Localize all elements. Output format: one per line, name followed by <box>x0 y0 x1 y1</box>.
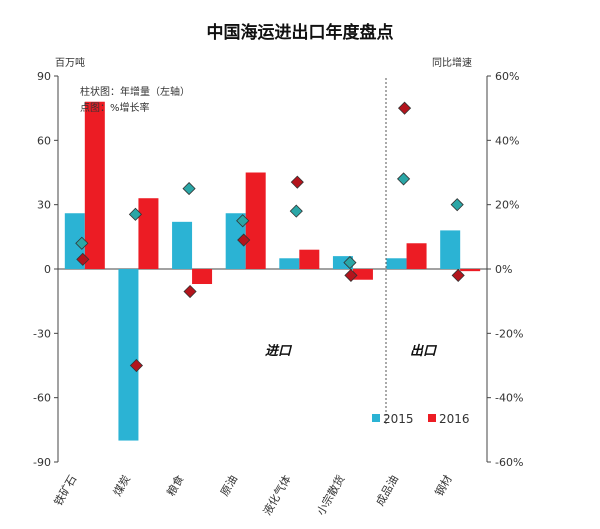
category-label-7: 钢材 <box>432 473 455 499</box>
bar-2015-1 <box>118 269 139 441</box>
bar-2016-7 <box>460 269 481 272</box>
point-2016-0 <box>76 252 90 266</box>
point-2015-7 <box>450 198 464 212</box>
point-2015-4 <box>289 204 303 218</box>
chart-title: 中国海运进出口年度盘点 <box>207 22 394 43</box>
category-label-2: 粮食 <box>164 473 187 499</box>
point-2015-0 <box>75 236 89 250</box>
point-2016-4 <box>290 175 304 189</box>
right-tick-label: 60% <box>495 70 519 83</box>
bar-2016-3 <box>245 172 266 269</box>
right-tick-label: -20% <box>495 327 523 340</box>
right-tick-label: 0% <box>495 263 512 276</box>
point-2016-7 <box>451 268 465 282</box>
bar-2015-2 <box>172 221 193 269</box>
points-group <box>75 101 465 373</box>
point-2015-3 <box>236 214 250 228</box>
point-2015-1 <box>128 207 143 221</box>
category-labels-group: 铁矿石 煤炭 粮食 原油 液化气体 小宗散货 成品油 钢材 <box>52 473 455 518</box>
left-tick-label: -60 <box>33 392 51 405</box>
category-label-1: 煤炭 <box>111 473 133 499</box>
bar-2015-3 <box>225 213 246 269</box>
bar-2016-4 <box>299 249 320 269</box>
point-2015-6 <box>396 172 411 186</box>
bar-2015-7 <box>440 230 461 269</box>
left-tick-label: 30 <box>37 199 51 212</box>
point-2016-3 <box>237 233 251 247</box>
point-2015-5 <box>343 256 357 270</box>
note-bar-meaning: 柱状图：年增量（左轴） <box>80 85 190 98</box>
bar-2016-1 <box>138 198 159 269</box>
right-tick-label: 40% <box>495 134 519 147</box>
right-tick-label: -60% <box>495 456 523 469</box>
bar-2015-4 <box>279 258 300 269</box>
left-tick-label: 60 <box>37 134 51 147</box>
axes-group: 90 60% 60 40% 30 20% 0 0% -30 -20% -60 -40% -90 -60% <box>33 70 523 469</box>
left-tick-label: -30 <box>33 327 51 340</box>
left-tick-label: -90 <box>33 456 51 469</box>
category-label-4: 液化气体 <box>260 473 294 518</box>
right-axis-unit: 同比增速 <box>432 56 472 69</box>
right-tick-label: 20% <box>495 199 519 212</box>
region-label-import: 进口 <box>265 344 293 359</box>
legend-swatch-2015 <box>372 414 380 422</box>
point-2015-2 <box>182 182 196 196</box>
legend-swatch-2016 <box>428 414 436 422</box>
point-2016-2 <box>183 284 197 299</box>
bars-group <box>64 101 481 441</box>
point-2016-6 <box>397 101 412 115</box>
right-tick-label: -40% <box>495 392 523 405</box>
category-label-3: 原油 <box>217 473 240 499</box>
legend: 2015 2016 <box>372 412 470 426</box>
point-2016-1 <box>129 358 144 373</box>
left-axis-unit: 百万吨 <box>55 56 85 69</box>
bar-2015-6 <box>386 258 407 269</box>
left-tick-label: 90 <box>37 70 51 83</box>
bar-2016-2 <box>192 269 213 285</box>
category-label-0: 铁矿石 <box>52 473 80 508</box>
left-tick-label: 0 <box>44 263 51 276</box>
point-2016-5 <box>344 268 358 282</box>
bar-2015-0 <box>64 213 85 269</box>
category-label-5: 小宗散货 <box>313 473 347 518</box>
bar-2016-0 <box>84 101 105 269</box>
legend-label-2016: 2016 <box>439 412 470 426</box>
bar-2016-5 <box>352 269 373 280</box>
bar-2016-6 <box>406 243 427 269</box>
note-point-meaning: 点图：%增长率 <box>80 101 150 114</box>
category-label-6: 成品油 <box>373 473 402 509</box>
region-label-export: 出口 <box>410 343 438 359</box>
legend-label-2015: 2015 <box>383 412 414 426</box>
